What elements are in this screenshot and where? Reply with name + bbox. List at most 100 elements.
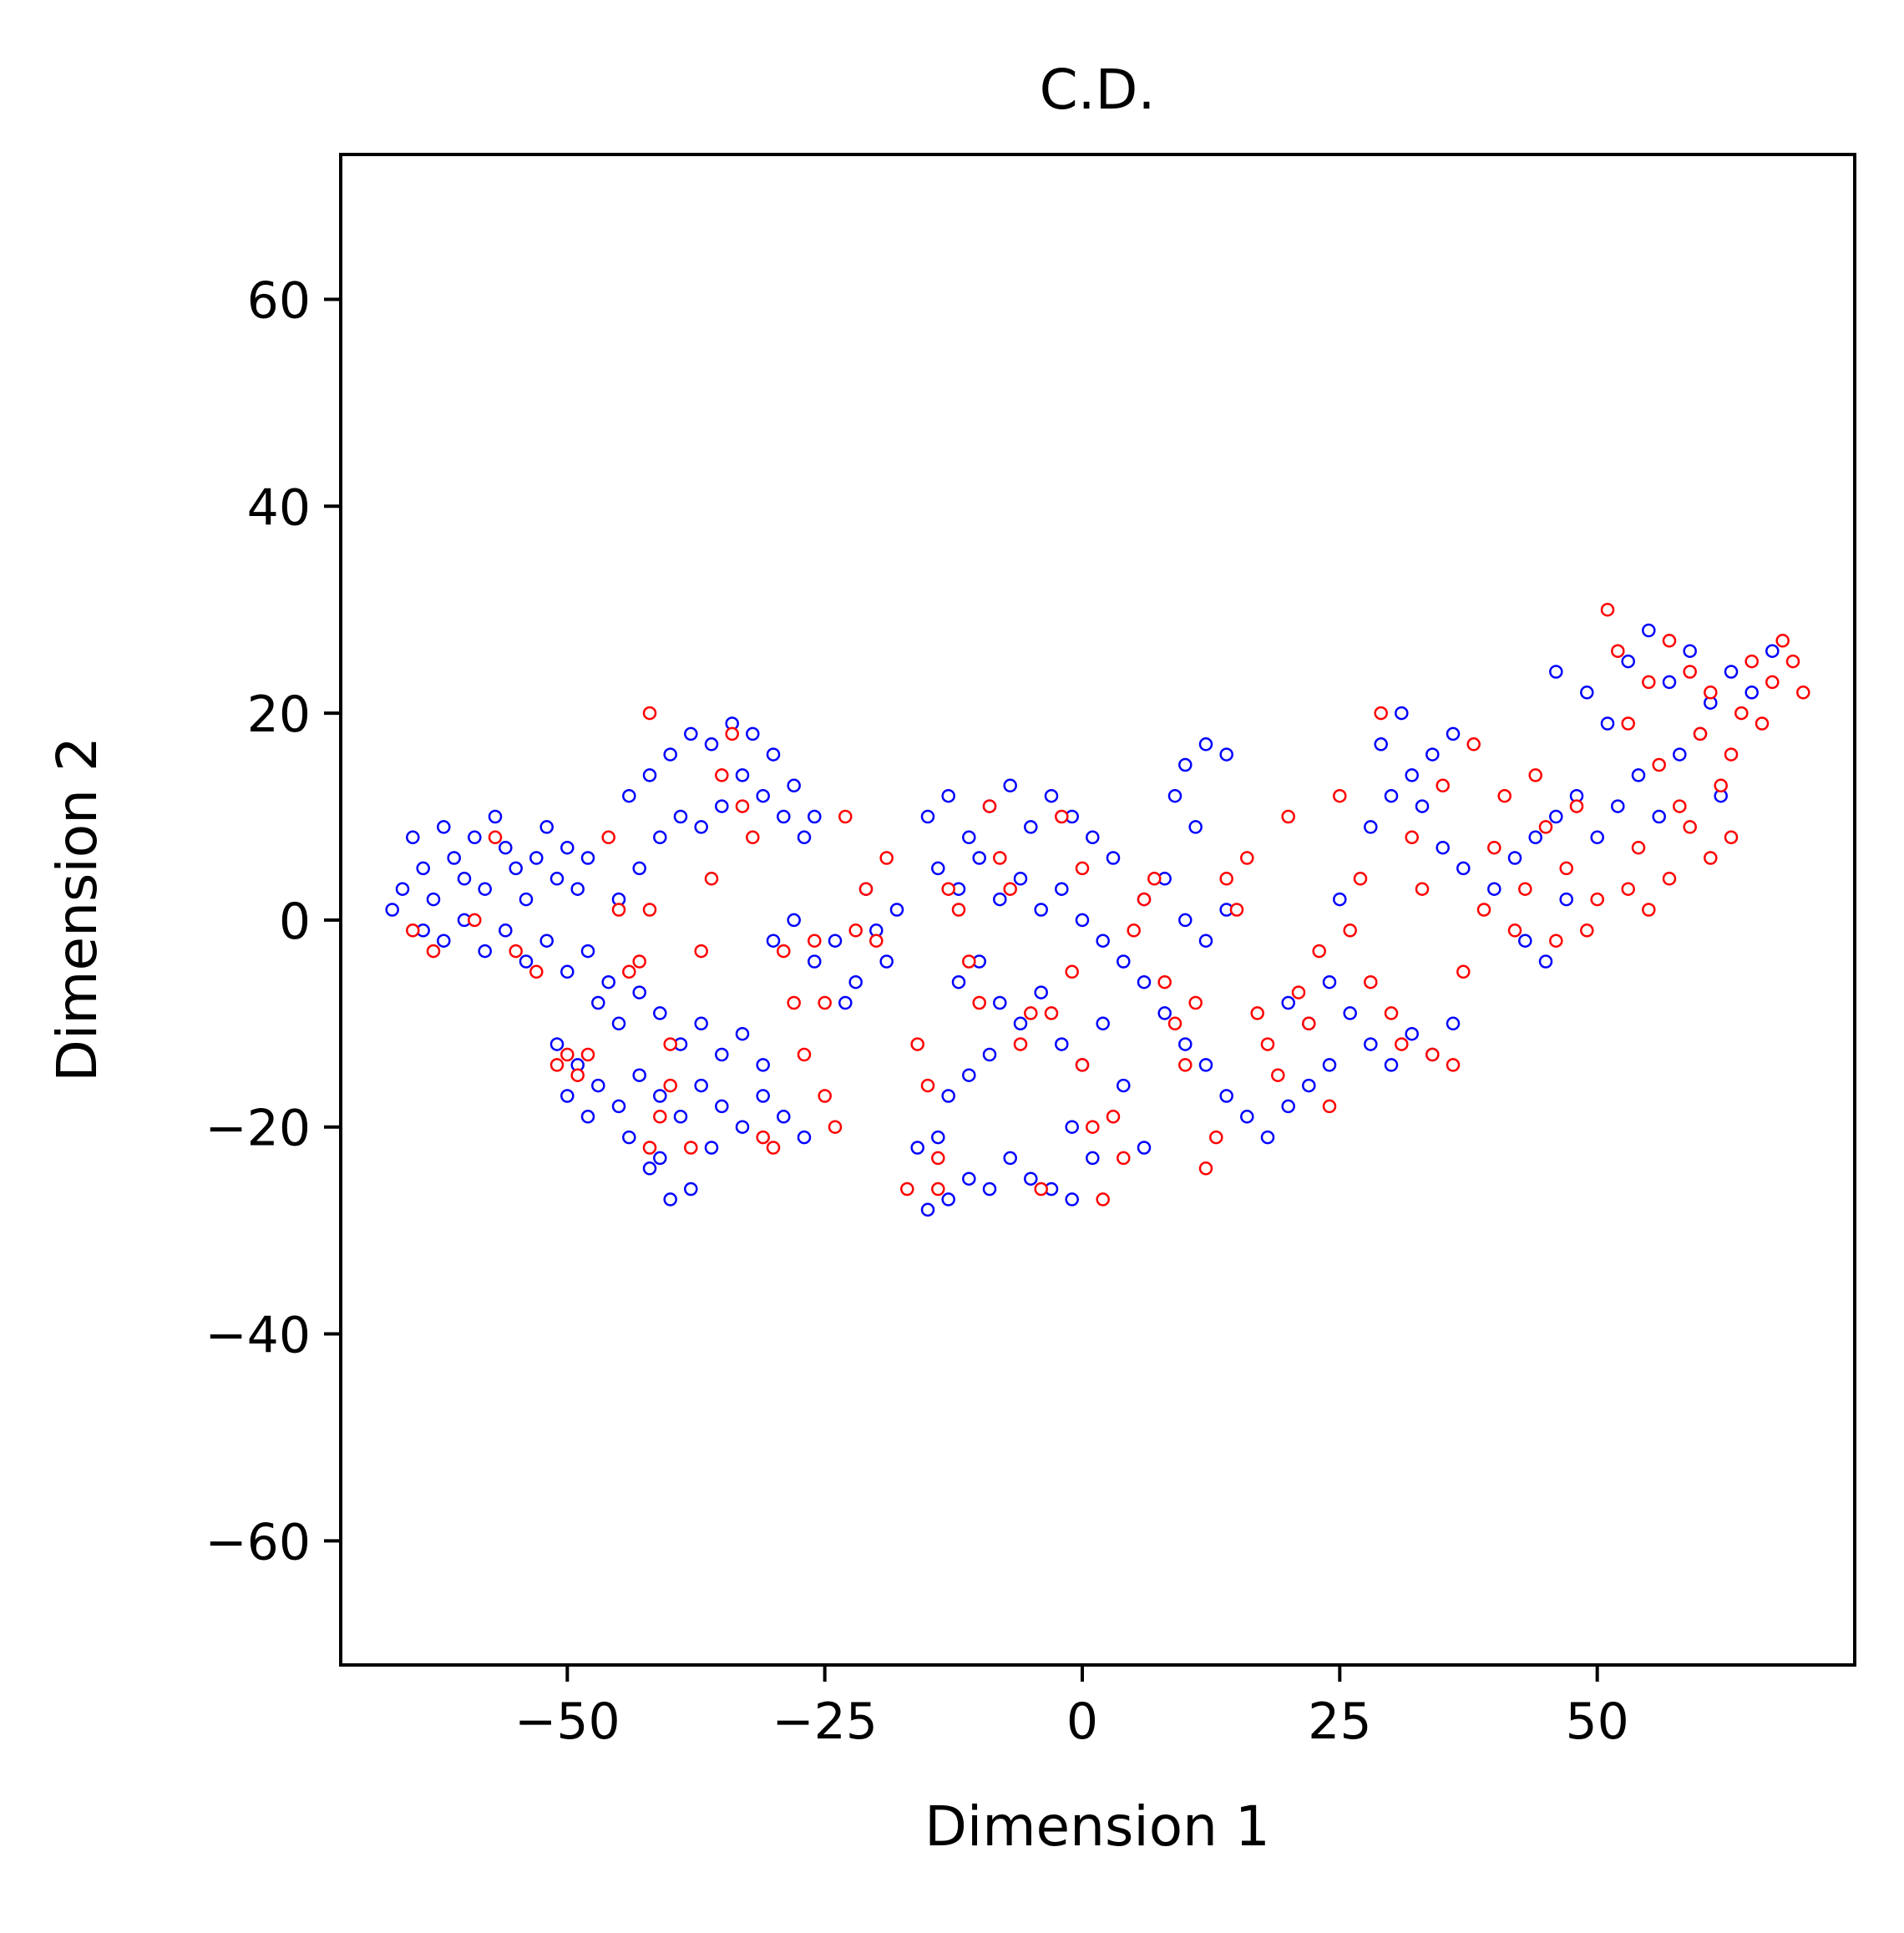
data-point bbox=[1549, 665, 1563, 679]
data-point bbox=[1167, 788, 1182, 803]
data-point bbox=[920, 1202, 935, 1217]
data-point bbox=[1364, 1037, 1378, 1051]
data-point bbox=[1055, 882, 1069, 896]
data-point bbox=[1364, 974, 1378, 989]
data-point bbox=[1374, 737, 1388, 751]
data-point bbox=[1683, 820, 1697, 834]
data-point bbox=[808, 934, 822, 948]
data-point bbox=[529, 851, 544, 865]
data-point bbox=[1065, 964, 1079, 979]
data-point bbox=[601, 974, 615, 989]
data-point bbox=[437, 934, 451, 948]
data-point bbox=[756, 788, 770, 803]
data-point bbox=[560, 1047, 575, 1062]
data-point bbox=[756, 1058, 770, 1072]
data-point bbox=[766, 934, 781, 948]
data-point bbox=[818, 995, 832, 1010]
data-point bbox=[653, 830, 667, 845]
data-point bbox=[704, 1141, 719, 1155]
data-point bbox=[931, 1182, 945, 1197]
data-point bbox=[1086, 830, 1100, 845]
data-point bbox=[1198, 1161, 1213, 1176]
data-point bbox=[1333, 892, 1347, 907]
data-point bbox=[808, 809, 822, 824]
data-point bbox=[1405, 1026, 1419, 1041]
series-2 bbox=[406, 602, 1810, 1207]
data-point bbox=[1343, 1006, 1357, 1020]
data-point bbox=[1662, 634, 1677, 648]
data-point bbox=[1106, 1110, 1121, 1124]
data-point bbox=[1704, 686, 1718, 700]
data-point bbox=[777, 1110, 791, 1124]
data-point bbox=[1446, 726, 1461, 741]
data-point bbox=[1683, 665, 1697, 679]
data-point bbox=[1096, 934, 1110, 948]
data-point bbox=[1765, 644, 1780, 658]
data-point bbox=[694, 820, 708, 834]
data-point bbox=[1003, 1151, 1017, 1166]
data-point bbox=[642, 903, 657, 917]
data-point bbox=[1744, 654, 1759, 669]
data-point bbox=[848, 974, 863, 989]
data-point bbox=[1714, 778, 1728, 793]
data-point bbox=[1353, 872, 1368, 886]
data-point bbox=[1271, 1068, 1285, 1082]
data-point bbox=[1476, 903, 1491, 917]
data-point bbox=[1240, 851, 1254, 865]
data-point bbox=[1198, 1058, 1213, 1072]
data-point bbox=[1405, 830, 1419, 845]
data-point bbox=[951, 974, 966, 989]
data-point bbox=[982, 799, 997, 813]
data-point bbox=[715, 1099, 729, 1114]
data-point bbox=[1219, 872, 1233, 886]
data-point bbox=[539, 820, 554, 834]
data-point bbox=[1405, 768, 1419, 782]
data-point bbox=[1580, 923, 1594, 938]
data-point bbox=[766, 1141, 781, 1155]
data-point bbox=[694, 1016, 708, 1031]
data-point bbox=[519, 892, 534, 907]
data-point bbox=[1075, 861, 1090, 876]
data-point bbox=[1395, 1037, 1409, 1051]
data-point bbox=[1188, 995, 1203, 1010]
data-point bbox=[560, 840, 575, 855]
data-point bbox=[704, 737, 719, 751]
data-point bbox=[1178, 1037, 1193, 1051]
data-point bbox=[920, 1078, 935, 1093]
data-point bbox=[1673, 747, 1687, 762]
data-point bbox=[580, 1047, 595, 1062]
data-point bbox=[962, 1068, 976, 1082]
data-point bbox=[653, 1089, 667, 1103]
data-point bbox=[1013, 1037, 1028, 1051]
data-point bbox=[437, 820, 451, 834]
data-point bbox=[746, 830, 760, 845]
data-point bbox=[1538, 954, 1553, 969]
data-point bbox=[1024, 820, 1038, 834]
data-point bbox=[1734, 706, 1749, 721]
data-point bbox=[962, 954, 976, 969]
data-point bbox=[1549, 934, 1563, 948]
data-point bbox=[1096, 1192, 1110, 1207]
data-point bbox=[642, 1161, 657, 1176]
data-point bbox=[1652, 809, 1666, 824]
data-point bbox=[704, 872, 719, 886]
y-tick-label: 60 bbox=[247, 271, 311, 330]
data-point bbox=[735, 768, 750, 782]
data-point bbox=[1528, 830, 1542, 845]
data-point bbox=[611, 903, 626, 917]
data-point bbox=[1034, 903, 1048, 917]
data-point bbox=[632, 1068, 646, 1082]
data-point bbox=[1055, 809, 1069, 824]
data-point bbox=[756, 1089, 770, 1103]
data-point bbox=[1291, 985, 1306, 999]
data-point bbox=[1415, 882, 1430, 896]
data-point bbox=[1683, 644, 1697, 658]
data-point bbox=[426, 892, 441, 907]
x-tick-label: 50 bbox=[1565, 1693, 1628, 1751]
data-point bbox=[1343, 923, 1357, 938]
data-point bbox=[972, 995, 986, 1010]
data-point bbox=[468, 913, 482, 928]
data-point bbox=[715, 768, 729, 782]
data-point bbox=[1425, 747, 1440, 762]
